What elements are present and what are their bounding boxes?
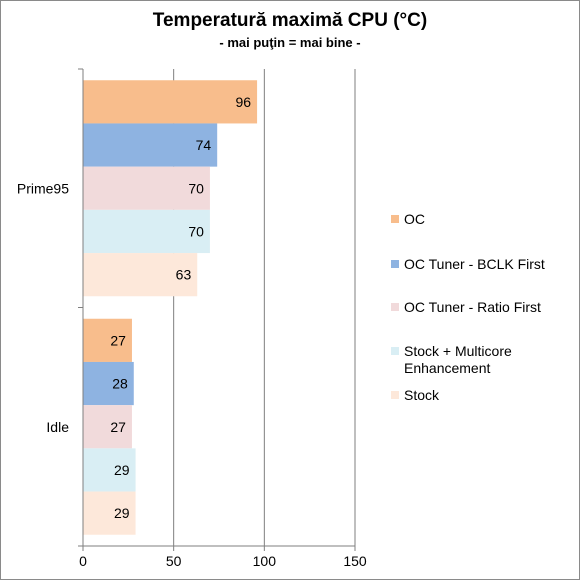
data-label-prime95-stock: 63 — [176, 267, 192, 283]
legend-label-stock-multicore-enhancement: Stock + Multicore Enhancement — [404, 343, 512, 376]
legend-swatch-oc-tuner-bclk-first — [391, 260, 399, 268]
legend-swatch-oc — [391, 215, 399, 223]
bar-idle-stock-multicore-enhancement — [83, 448, 136, 492]
category-label-prime95: Prime95 — [17, 180, 69, 196]
bar-prime95-oc-tuner-ratio-first — [83, 166, 210, 210]
bar-prime95-stock-multicore-enhancement — [83, 209, 210, 254]
bar-prime95-oc — [83, 80, 258, 124]
legend-swatch-stock — [391, 391, 399, 399]
data-label-idle-oc-tuner-ratio-first: 27 — [110, 419, 126, 435]
data-label-idle-stock: 29 — [114, 505, 130, 521]
x-tick-label-100: 100 — [253, 553, 277, 569]
data-label-prime95-oc-tuner-bclk-first: 74 — [196, 137, 212, 153]
x-tick-label-50: 50 — [166, 553, 182, 569]
legend-swatch-stock-multicore-enhancement — [391, 347, 399, 355]
chart-subtitle: - mai puţin = mai bine - — [219, 35, 361, 50]
legend-label-oc: OC — [404, 211, 425, 227]
bar-prime95-stock — [83, 253, 198, 297]
legend-label-stock: Stock — [404, 387, 440, 403]
category-label-idle: Idle — [46, 419, 69, 435]
bar-idle-oc-tuner-ratio-first — [83, 405, 132, 449]
legend-label-oc-tuner-bclk-first: OC Tuner - BCLK First — [404, 256, 545, 272]
data-label-prime95-stock-multicore-enhancement: 70 — [188, 223, 204, 239]
data-label-idle-oc: 27 — [110, 332, 126, 348]
x-tick-label-0: 0 — [79, 553, 87, 569]
data-label-prime95-oc: 96 — [236, 94, 252, 110]
legend-label-oc-tuner-ratio-first: OC Tuner - Ratio First — [404, 299, 541, 315]
bar-idle-stock — [83, 491, 136, 535]
data-label-idle-oc-tuner-bclk-first: 28 — [112, 376, 128, 392]
bar-idle-oc — [83, 318, 132, 362]
bar-prime95-oc-tuner-bclk-first — [83, 123, 218, 167]
legend-swatch-oc-tuner-ratio-first — [391, 303, 399, 311]
bar-idle-oc-tuner-bclk-first — [83, 361, 134, 406]
x-tick-label-150: 150 — [343, 553, 367, 569]
data-label-idle-stock-multicore-enhancement: 29 — [114, 462, 130, 478]
chart-title: Temperatură maximă CPU (°C) — [152, 10, 428, 31]
data-label-prime95-oc-tuner-ratio-first: 70 — [188, 180, 204, 196]
